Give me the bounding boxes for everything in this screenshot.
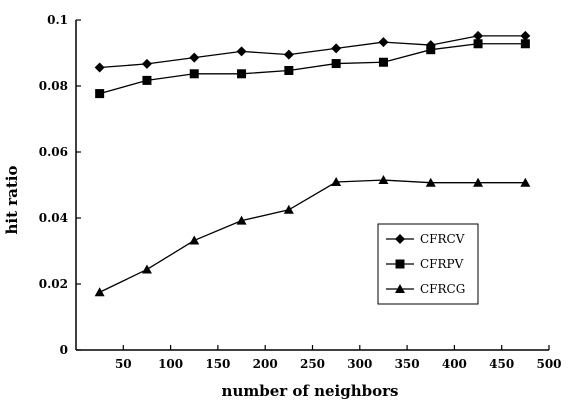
data-point-cfrcv xyxy=(283,49,294,60)
data-point-cfrcv xyxy=(189,52,200,63)
data-point-cfrcg xyxy=(236,215,247,225)
data-point-cfrpv xyxy=(426,45,436,55)
x-tick-label: 200 xyxy=(253,357,278,371)
x-axis-title: number of neighbors xyxy=(222,382,399,400)
data-point-cfrcv xyxy=(141,58,152,69)
legend-label-cfrpv: CFRPV xyxy=(420,257,464,271)
series-cfrcg xyxy=(94,175,531,297)
data-point-cfrcv xyxy=(473,30,484,41)
legend: CFRCV CFRPV CFRCG xyxy=(377,223,479,305)
legend-marker-cfrpv xyxy=(395,259,405,269)
data-point-cfrcv xyxy=(94,62,105,73)
x-tick-label: 450 xyxy=(489,357,514,371)
y-tick-label: 0.1 xyxy=(47,13,68,27)
data-point-cfrpv xyxy=(473,39,483,49)
series-cfrpv xyxy=(95,39,530,99)
x-tick-label: 250 xyxy=(300,357,325,371)
data-point-cfrpv xyxy=(142,75,152,85)
y-tick-label: 0.06 xyxy=(39,145,68,159)
data-point-cfrpv xyxy=(237,69,247,79)
data-point-cfrpv xyxy=(331,59,341,69)
data-point-cfrpv xyxy=(520,39,530,49)
data-point-cfrcg xyxy=(520,177,531,187)
legend-entry-cfrpv: CFRPV xyxy=(386,257,464,271)
data-point-cfrcv xyxy=(378,37,389,48)
x-tick-label: 50 xyxy=(115,357,132,371)
data-point-cfrcg xyxy=(141,264,152,274)
data-point-cfrcv xyxy=(236,46,247,57)
series-line-cfrcg xyxy=(99,179,526,293)
legend-marker-cfrcv xyxy=(395,234,405,244)
data-point-cfrcg xyxy=(473,177,484,187)
data-point-cfrcg xyxy=(331,177,342,187)
legend-entry-cfrcv: CFRCV xyxy=(386,232,465,246)
x-tick-label: 400 xyxy=(442,357,467,371)
data-point-cfrpv xyxy=(95,89,105,99)
data-point-cfrpv xyxy=(189,69,199,79)
series-layer xyxy=(94,30,531,297)
data-point-cfrcv xyxy=(331,43,342,54)
x-tick-label: 100 xyxy=(158,357,183,371)
y-axis-title: hit ratio xyxy=(3,165,21,234)
series-line-cfrcv xyxy=(99,35,526,69)
data-point-cfrcg xyxy=(283,204,294,214)
data-point-cfrcg xyxy=(189,235,200,245)
y-tick-label: 0.04 xyxy=(39,211,68,225)
series-cfrcv xyxy=(94,30,531,73)
y-tick-label: 0.02 xyxy=(39,277,68,291)
x-tick-label: 500 xyxy=(536,357,561,371)
y-tick-label: 0.08 xyxy=(39,79,68,93)
data-point-cfrcv xyxy=(520,30,531,41)
data-point-cfrcg xyxy=(378,175,389,185)
legend-label-cfrcg: CFRCG xyxy=(420,282,465,296)
x-tick-label: 150 xyxy=(205,357,230,371)
legend-label-cfrcv: CFRCV xyxy=(420,232,465,246)
legend-entry-cfrcg: CFRCG xyxy=(386,282,465,296)
legend-marker-cfrcg xyxy=(395,284,405,293)
data-point-cfrcg xyxy=(425,177,436,187)
y-tick-label: 0 xyxy=(60,343,68,357)
data-point-cfrpv xyxy=(284,65,294,75)
x-tick-label: 350 xyxy=(395,357,420,371)
data-point-cfrcg xyxy=(94,287,105,297)
data-point-cfrpv xyxy=(378,57,388,67)
series-line-cfrpv xyxy=(99,43,526,95)
axes: 0 0.02 0.04 0.06 0.08 0.1 50 100 150 200 250 300 350… xyxy=(39,13,562,371)
x-tick-label: 300 xyxy=(347,357,372,371)
